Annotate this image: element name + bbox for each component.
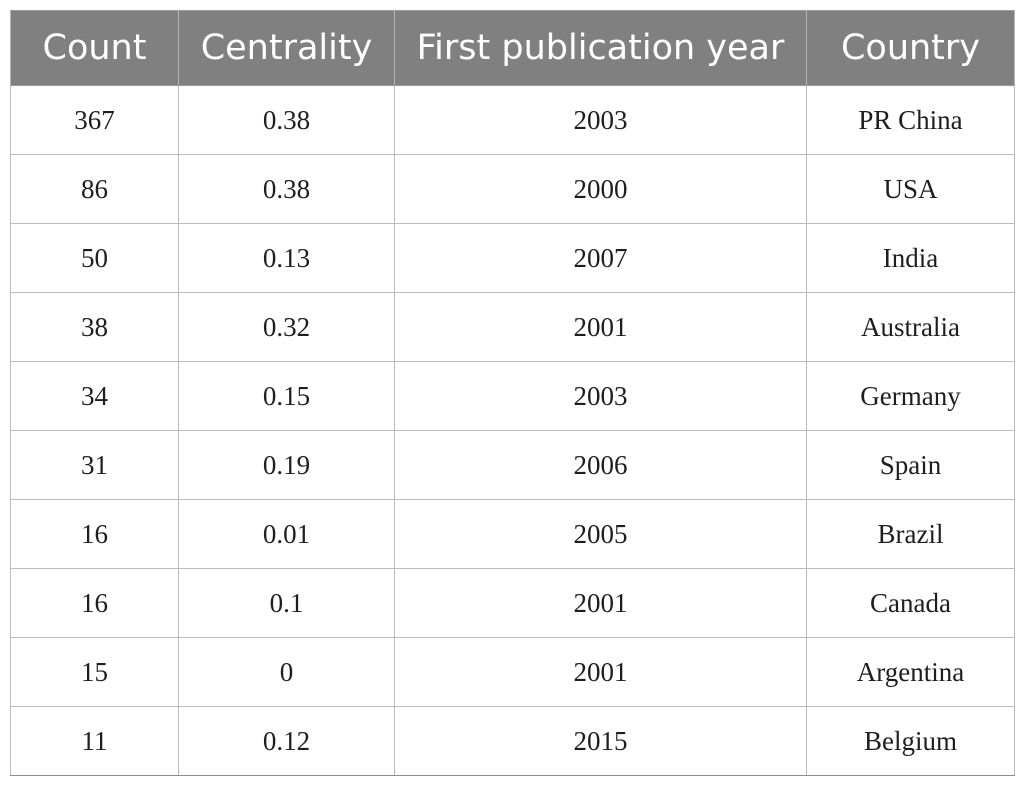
table-header: Count Centrality First publication year … bbox=[10, 10, 1015, 86]
cell-country: Belgium bbox=[806, 706, 1015, 776]
cell-count: 34 bbox=[10, 361, 179, 431]
cell-first-publication-year: 2001 bbox=[394, 568, 807, 638]
cell-centrality: 0.13 bbox=[178, 223, 395, 293]
column-header-count: Count bbox=[10, 10, 179, 86]
country-publication-table: Count Centrality First publication year … bbox=[10, 10, 1015, 776]
cell-centrality: 0.32 bbox=[178, 292, 395, 362]
cell-count: 16 bbox=[10, 499, 179, 569]
cell-centrality: 0.38 bbox=[178, 154, 395, 224]
cell-first-publication-year: 2001 bbox=[394, 292, 807, 362]
table-body: 367 0.38 2003 PR China 86 0.38 2000 USA … bbox=[10, 85, 1015, 776]
table-row: 16 0.1 2001 Canada bbox=[10, 568, 1015, 638]
cell-centrality: 0.01 bbox=[178, 499, 395, 569]
cell-centrality: 0.38 bbox=[178, 85, 395, 155]
cell-first-publication-year: 2006 bbox=[394, 430, 807, 500]
table-row: 11 0.12 2015 Belgium bbox=[10, 706, 1015, 776]
cell-country: Argentina bbox=[806, 637, 1015, 707]
table-row: 15 0 2001 Argentina bbox=[10, 637, 1015, 707]
cell-centrality: 0.15 bbox=[178, 361, 395, 431]
cell-first-publication-year: 2007 bbox=[394, 223, 807, 293]
header-row: Count Centrality First publication year … bbox=[10, 10, 1015, 86]
table-row: 34 0.15 2003 Germany bbox=[10, 361, 1015, 431]
table-row: 86 0.38 2000 USA bbox=[10, 154, 1015, 224]
cell-count: 50 bbox=[10, 223, 179, 293]
table-row: 367 0.38 2003 PR China bbox=[10, 85, 1015, 155]
cell-count: 16 bbox=[10, 568, 179, 638]
cell-centrality: 0.19 bbox=[178, 430, 395, 500]
cell-centrality: 0.1 bbox=[178, 568, 395, 638]
cell-first-publication-year: 2003 bbox=[394, 85, 807, 155]
cell-centrality: 0.12 bbox=[178, 706, 395, 776]
cell-country: Australia bbox=[806, 292, 1015, 362]
cell-country: PR China bbox=[806, 85, 1015, 155]
cell-country: Canada bbox=[806, 568, 1015, 638]
cell-first-publication-year: 2001 bbox=[394, 637, 807, 707]
cell-country: Spain bbox=[806, 430, 1015, 500]
table-row: 16 0.01 2005 Brazil bbox=[10, 499, 1015, 569]
table-row: 31 0.19 2006 Spain bbox=[10, 430, 1015, 500]
cell-count: 86 bbox=[10, 154, 179, 224]
cell-country: USA bbox=[806, 154, 1015, 224]
cell-country: India bbox=[806, 223, 1015, 293]
column-header-country: Country bbox=[806, 10, 1015, 86]
cell-first-publication-year: 2005 bbox=[394, 499, 807, 569]
cell-first-publication-year: 2015 bbox=[394, 706, 807, 776]
cell-count: 11 bbox=[10, 706, 179, 776]
cell-count: 31 bbox=[10, 430, 179, 500]
cell-count: 38 bbox=[10, 292, 179, 362]
table-row: 50 0.13 2007 India bbox=[10, 223, 1015, 293]
cell-first-publication-year: 2003 bbox=[394, 361, 807, 431]
cell-centrality: 0 bbox=[178, 637, 395, 707]
column-header-centrality: Centrality bbox=[178, 10, 395, 86]
column-header-first-publication-year: First publication year bbox=[394, 10, 807, 86]
cell-country: Germany bbox=[806, 361, 1015, 431]
cell-count: 15 bbox=[10, 637, 179, 707]
table-row: 38 0.32 2001 Australia bbox=[10, 292, 1015, 362]
data-table-container: Count Centrality First publication year … bbox=[10, 10, 1015, 776]
cell-country: Brazil bbox=[806, 499, 1015, 569]
cell-first-publication-year: 2000 bbox=[394, 154, 807, 224]
cell-count: 367 bbox=[10, 85, 179, 155]
